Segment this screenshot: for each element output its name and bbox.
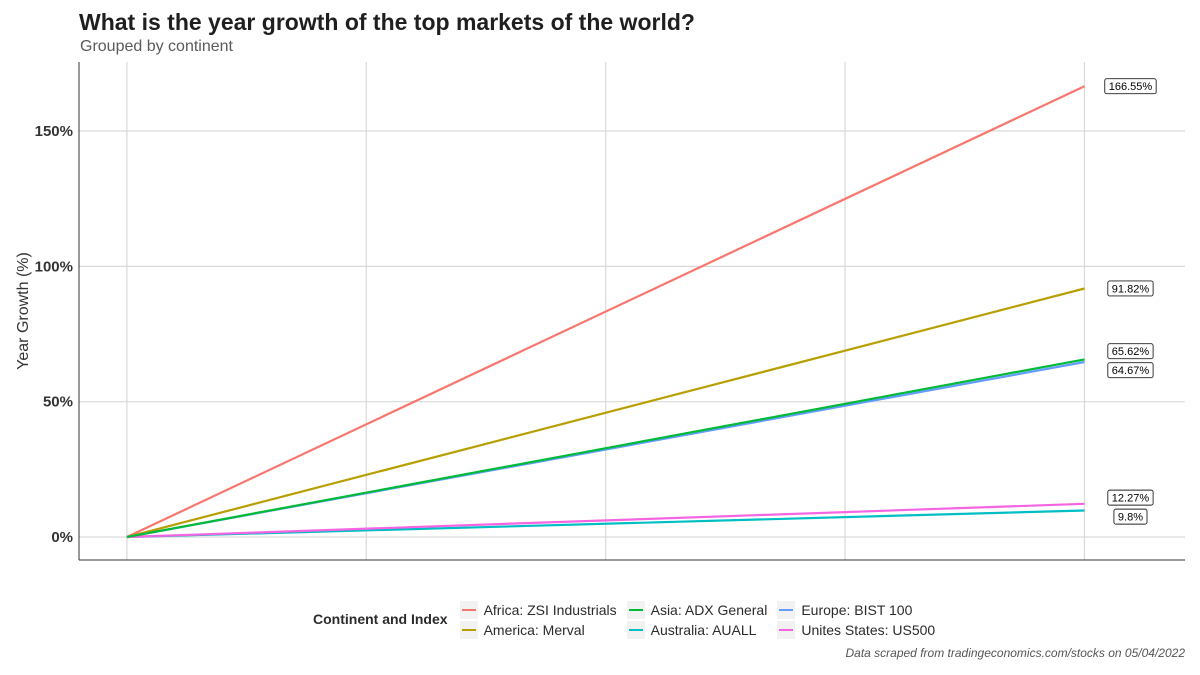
legend-items: Africa: ZSI Industrials America: Merval As… [459,600,935,640]
legend-swatch [459,601,478,619]
data-label-box [1107,280,1154,297]
series-lines [126,85,1085,539]
legend-item: Europe: BIST 100 [777,600,935,620]
data-label: 166.55% [1104,78,1157,95]
legend-swatch [777,601,796,619]
legend-label: Australia: AUALL [650,622,757,638]
legend: Continent and Index Africa: ZSI Industri… [313,600,935,640]
y-axis-label: Year Growth (%) [15,252,32,370]
y-tick-label: 50% [43,394,73,411]
data-label-text: 12.27% [1112,493,1150,505]
axes: 0% 50% 100% 150% [35,62,1185,561]
data-label-box [1107,489,1154,506]
data-label: 64.67% [1107,362,1154,379]
y-tick-label: 0% [51,529,73,546]
chart-title: What is the year growth of the top marke… [79,9,695,35]
legend-item: Australia: AUALL [626,620,768,640]
data-label-box [1107,343,1154,360]
data-label-box [1104,78,1157,95]
legend-label: America: Merval [483,622,585,638]
legend-swatch [626,621,645,639]
data-label-box [1113,508,1148,525]
y-tick-label: 100% [35,258,73,275]
legend-item: Unites States: US500 [777,620,935,640]
y-tick-label: 150% [35,123,73,140]
data-label: 9.8% [1113,508,1148,525]
data-label: 12.27% [1107,489,1154,506]
series-line [126,509,1085,539]
data-label-text: 9.8% [1118,512,1143,524]
legend-item: Africa: ZSI Industrials [459,600,617,620]
legend-title: Continent and Index [313,611,448,627]
data-label-text: 91.82% [1112,283,1150,295]
legend-swatch [459,621,478,639]
data-label-text: 65.62% [1112,346,1150,358]
series-line [126,358,1085,539]
chart-subtitle: Grouped by continent [80,38,233,55]
legend-label: Asia: ADX General [650,602,768,618]
data-label-box [1107,362,1154,379]
data-label-text: 166.55% [1109,81,1153,93]
legend-label: Unites States: US500 [801,622,936,638]
grid-lines [79,62,1185,560]
legend-label: Africa: ZSI Industrials [483,602,617,618]
legend-item: Asia: ADX General [626,600,768,620]
series-line [126,85,1085,538]
legend-swatch [626,601,645,619]
data-label: 65.62% [1107,343,1154,360]
data-label: 91.82% [1107,280,1154,297]
data-label-text: 64.67% [1112,365,1150,377]
data-labels: 166.55% 91.82% 65.62% 64.67% 12.27% 9.8% [1104,78,1157,525]
series-line [126,502,1085,539]
legend-item: America: Merval [459,620,617,640]
series-line [126,287,1085,539]
caption: Data scraped from tradingeconomics.com/s… [845,646,1185,660]
legend-label: Europe: BIST 100 [801,602,913,618]
legend-swatch [777,621,796,639]
